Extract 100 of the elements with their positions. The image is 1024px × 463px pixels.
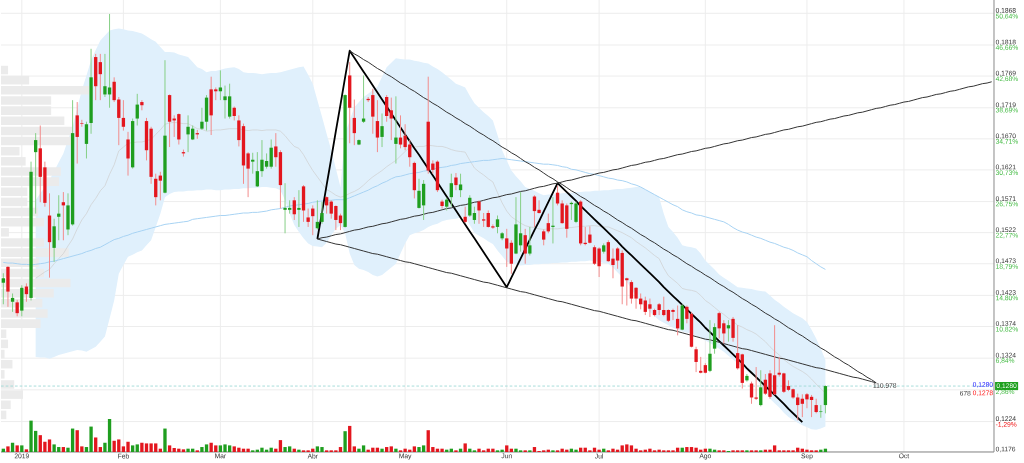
candlestick: [759, 369, 763, 407]
bar: [283, 447, 287, 452]
bar: [297, 449, 301, 452]
candlestick: [634, 286, 638, 310]
bar: [768, 449, 772, 452]
bar: [107, 418, 112, 452]
candlestick: [126, 131, 130, 177]
candlestick: [629, 279, 634, 305]
candlestick: [1, 272, 5, 305]
bar: [389, 446, 393, 452]
candlestick: [708, 319, 712, 373]
bar: [117, 439, 121, 452]
bar: [421, 445, 426, 452]
bar: [167, 445, 172, 452]
candlestick: [518, 191, 523, 253]
bar: [209, 442, 213, 452]
bar: [657, 449, 661, 452]
candlestick: [754, 366, 758, 401]
candlestick: [297, 189, 301, 228]
candlestick: [449, 173, 453, 208]
bar: [629, 445, 634, 452]
bar: [61, 447, 66, 452]
bar: [491, 448, 495, 452]
bar: [52, 444, 56, 452]
bar: [172, 448, 176, 452]
bar: [149, 443, 153, 452]
candlestick: [389, 97, 393, 141]
candlestick: [560, 199, 564, 225]
bar: [29, 420, 33, 452]
candlestick: [274, 132, 278, 168]
candlestick: [772, 324, 777, 396]
candlestick: [223, 85, 227, 120]
candlestick: [292, 196, 296, 221]
candlestick: [615, 246, 620, 270]
candlestick: [454, 172, 458, 191]
candlestick: [107, 13, 112, 109]
bar: [634, 448, 638, 452]
candlestick: [592, 244, 597, 266]
bar: [200, 447, 204, 452]
candlestick: [523, 228, 527, 265]
candlestick: [671, 308, 675, 321]
candlestick: [20, 284, 24, 317]
candlestick: [371, 88, 375, 135]
candlestick: [52, 218, 56, 263]
candlestick: [121, 99, 126, 132]
candlestick: [712, 322, 717, 355]
bar: [163, 428, 167, 452]
candlestick: [320, 201, 324, 225]
candlestick: [398, 114, 403, 149]
candlestick: [417, 178, 421, 210]
bar: [98, 447, 102, 452]
candlestick: [251, 152, 255, 175]
candlestick: [819, 404, 823, 419]
bar: [47, 439, 52, 452]
bar: [320, 447, 324, 452]
bar: [708, 448, 712, 452]
candlestick: [103, 53, 107, 98]
bar: [417, 447, 421, 452]
candlestick: [528, 226, 532, 256]
candlestick: [227, 83, 232, 120]
bar: [380, 448, 384, 452]
candlestick: [283, 182, 287, 234]
bar: [805, 449, 809, 452]
candlestick: [10, 293, 15, 313]
bar: [315, 446, 320, 452]
bar: [24, 449, 29, 452]
bar: [357, 448, 361, 452]
candlestick: [509, 239, 514, 275]
bar: [126, 441, 130, 452]
bar: [15, 445, 19, 452]
bar: [237, 447, 241, 452]
bar: [385, 447, 389, 452]
bar: [130, 445, 135, 452]
candlestick: [260, 139, 264, 178]
candlestick: [218, 69, 223, 101]
bar: [260, 447, 264, 452]
candlestick: [731, 316, 735, 343]
bar: [135, 444, 139, 452]
candlestick: [440, 199, 444, 210]
bar: [343, 431, 347, 452]
bar: [611, 448, 615, 452]
bar: [648, 448, 652, 452]
candlestick: [200, 107, 204, 131]
bar: [223, 444, 227, 452]
bar: [227, 445, 232, 452]
bar: [94, 437, 98, 452]
bar: [348, 425, 352, 452]
candlestick: [269, 138, 273, 170]
candlestick: [694, 346, 698, 373]
bar: [772, 445, 777, 452]
candlestick: [84, 121, 89, 159]
candlestick: [796, 393, 800, 421]
candlestick: [186, 114, 190, 153]
candlestick: [551, 196, 555, 244]
bar: [6, 446, 10, 452]
bar: [500, 449, 504, 452]
candlestick: [375, 99, 380, 153]
bar: [121, 446, 126, 452]
candlestick: [537, 199, 541, 215]
bar: [20, 445, 24, 452]
